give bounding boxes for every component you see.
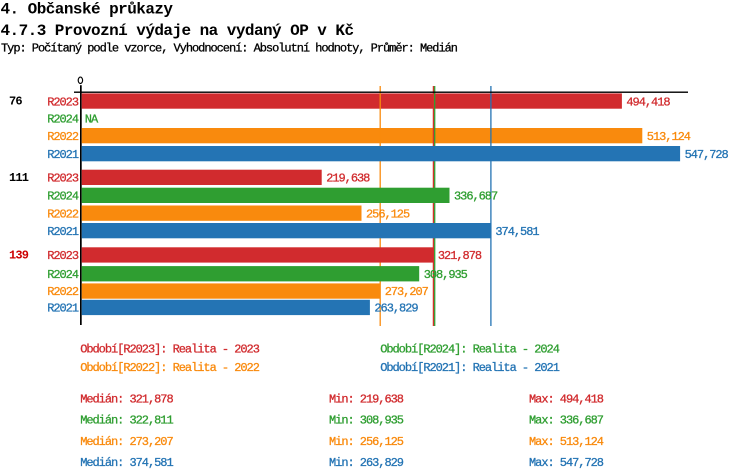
svg-text:R2023: R2023 — [47, 172, 79, 186]
svg-text:R2022: R2022 — [47, 207, 79, 221]
svg-text:Období[R2023]: Realita - 2023: Období[R2023]: Realita - 2023 — [80, 342, 260, 356]
svg-text:Max: 336,687: Max: 336,687 — [529, 414, 604, 428]
svg-text:321,878: 321,878 — [438, 249, 482, 263]
svg-text:R2022: R2022 — [47, 130, 79, 144]
svg-text:513,124: 513,124 — [647, 130, 691, 144]
svg-text:308,935: 308,935 — [424, 268, 468, 282]
svg-text:R2021: R2021 — [47, 225, 79, 239]
svg-text:NA: NA — [85, 113, 99, 127]
svg-text:Medián: 374,581: Medián: 374,581 — [80, 456, 173, 470]
svg-text:374,581: 374,581 — [495, 225, 539, 239]
svg-text:R2023: R2023 — [47, 249, 79, 263]
svg-text:Medián: 322,811: Medián: 322,811 — [80, 414, 173, 428]
svg-text:Období[R2021]: Realita - 2021: Období[R2021]: Realita - 2021 — [380, 361, 560, 375]
svg-text:76: 76 — [9, 94, 22, 108]
svg-text:Min: 256,125: Min: 256,125 — [329, 435, 404, 449]
svg-text:336,687: 336,687 — [454, 190, 498, 204]
svg-text:4.7.3 Provozní výdaje na vydan: 4.7.3 Provozní výdaje na vydaný OP v Kč — [1, 22, 354, 40]
svg-text:219,638: 219,638 — [326, 172, 370, 186]
svg-text:263,829: 263,829 — [374, 302, 418, 316]
svg-text:R2024: R2024 — [47, 268, 79, 282]
svg-text:Max: 494,418: Max: 494,418 — [529, 392, 604, 406]
svg-text:Období[R2024]: Realita - 2024: Období[R2024]: Realita - 2024 — [380, 342, 560, 356]
svg-text:4. Občanské průkazy: 4. Občanské průkazy — [1, 0, 174, 18]
svg-text:494,418: 494,418 — [626, 95, 670, 109]
svg-text:R2024: R2024 — [47, 190, 79, 204]
svg-text:Min: 308,935: Min: 308,935 — [329, 414, 404, 428]
svg-text:547,728: 547,728 — [685, 148, 729, 162]
svg-text:256,125: 256,125 — [366, 207, 410, 221]
svg-text:Max: 513,124: Max: 513,124 — [529, 435, 604, 449]
svg-text:Min: 219,638: Min: 219,638 — [329, 392, 404, 406]
svg-text:139: 139 — [9, 249, 29, 263]
svg-text:R2023: R2023 — [47, 95, 79, 109]
svg-text:R2024: R2024 — [47, 113, 79, 127]
svg-text:273,207: 273,207 — [385, 285, 429, 299]
svg-text:Medián: 273,207: Medián: 273,207 — [80, 435, 173, 449]
svg-text:111: 111 — [9, 171, 29, 185]
svg-text:Období[R2022]: Realita - 2022: Období[R2022]: Realita - 2022 — [80, 361, 260, 375]
svg-text:R2022: R2022 — [47, 285, 79, 299]
svg-text:Min: 263,829: Min: 263,829 — [329, 456, 404, 470]
svg-text:R2021: R2021 — [47, 148, 79, 162]
svg-text:Medián: 321,878: Medián: 321,878 — [80, 392, 173, 406]
svg-text:Typ: Počítaný podle vzorce, Vy: Typ: Počítaný podle vzorce, Vyhodnocení:… — [1, 42, 458, 56]
svg-text:Max: 547,728: Max: 547,728 — [529, 456, 604, 470]
svg-text:R2021: R2021 — [47, 302, 79, 316]
